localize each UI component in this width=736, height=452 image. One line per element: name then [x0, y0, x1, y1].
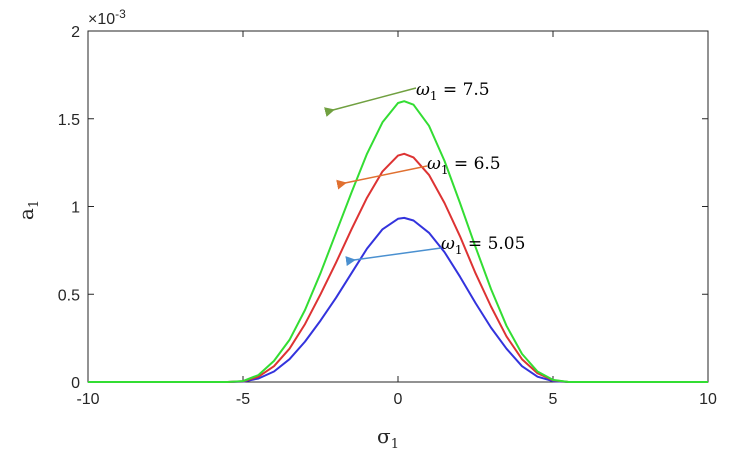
ticks-layer: -10 -5 0 5 10 0 0.5 1 1.5 2	[58, 24, 717, 408]
x-axis-label: σ1	[377, 424, 399, 452]
annotation-arrow	[336, 165, 428, 190]
series-line-3	[88, 100, 708, 383]
plot-area	[87, 30, 709, 383]
y-tick-label: 0.5	[58, 287, 80, 304]
annotation-arrow	[345, 247, 442, 267]
series-layer	[88, 100, 708, 383]
x-tick-label: 10	[699, 391, 717, 408]
y-tick-label: 1	[71, 200, 80, 217]
x-tick-label: 0	[394, 391, 403, 408]
annotation-label: ω1 = 6.5	[427, 154, 501, 177]
y-tick-label: 0	[71, 375, 80, 392]
x-tick-label: -5	[236, 391, 250, 408]
annotations-layer: ω1 = 7.5 ω1 = 6.5 ω1 = 5.05	[323, 80, 525, 267]
y-tick-label: 2	[71, 24, 80, 41]
series-line-2	[88, 152, 708, 383]
exponent-label: ×10-3	[88, 7, 126, 28]
annotation-label: ω1 = 7.5	[416, 80, 490, 103]
annotation-arrow	[323, 87, 417, 117]
annotation-label: ω1 = 5.05	[441, 234, 525, 257]
y-tick-label: 1.5	[58, 112, 80, 129]
series-line-1	[88, 216, 708, 383]
y-axis-label: a1	[14, 200, 42, 220]
x-tick-label: -10	[76, 391, 99, 408]
x-tick-label: 5	[549, 391, 558, 408]
